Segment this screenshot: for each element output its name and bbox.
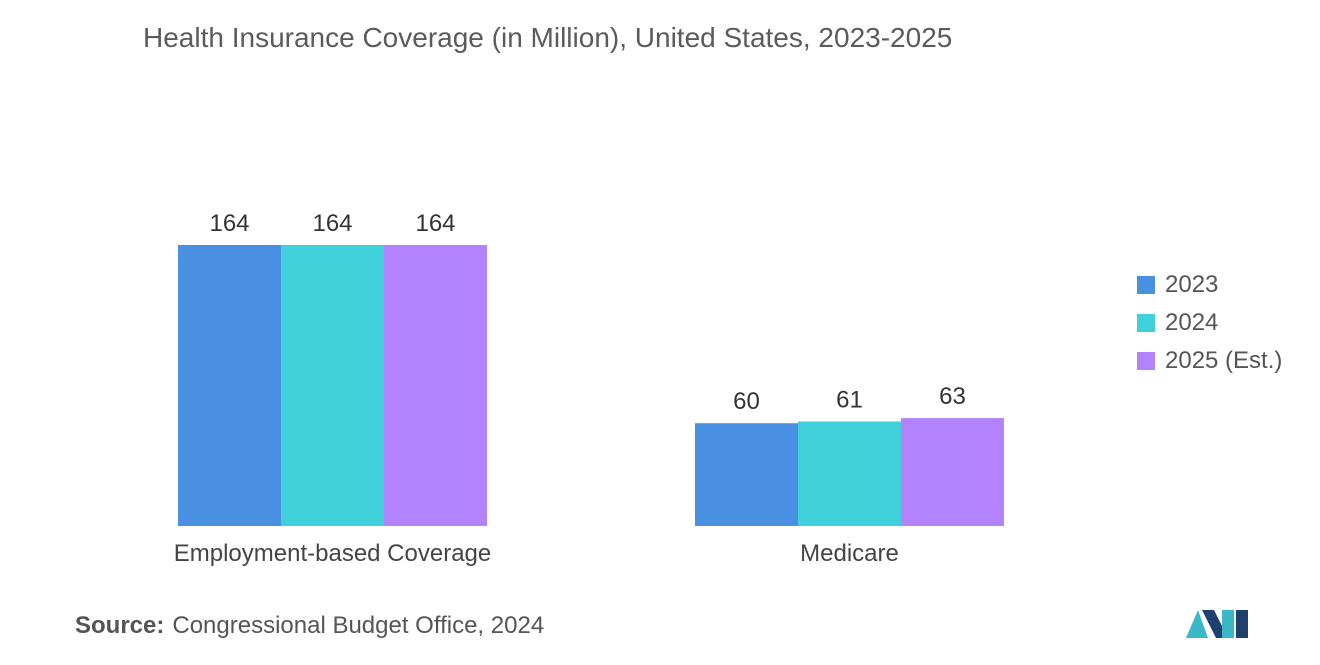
data-label-medicare-2025-est: 63 [939,383,966,410]
data-label-employment-2024: 164 [312,210,352,237]
bar-medicare-2023 [695,423,798,526]
legend-item-2024: 2024 [1137,304,1282,342]
legend-item-2025-est: 2025 (Est.) [1137,342,1282,380]
bar-medicare-2024 [798,421,901,526]
legend-item-2023: 2023 [1137,266,1282,304]
data-label-medicare-2024: 61 [836,386,863,413]
data-label-employment-2025-est: 164 [415,210,455,237]
bar-employment-2024 [281,245,384,526]
data-label-employment-2023: 164 [209,210,249,237]
legend: 2023 2024 2025 (Est.) [1137,266,1282,380]
legend-swatch-2025-est [1137,352,1155,370]
legend-label-2024: 2024 [1165,309,1219,336]
legend-label-2023: 2023 [1165,271,1219,298]
source-label: Source: [75,612,165,639]
legend-swatch-2023 [1137,276,1155,294]
bar-medicare-2025-est [901,418,1004,526]
bar-chart: 164 164 164 Employment-based Coverage 60 61 63… [174,210,1004,567]
source-text: Congressional Budget Office, 2024 [172,612,545,639]
mordor-intelligence-logo-icon [1186,610,1248,638]
legend-label-2025-est: 2025 (Est.) [1165,347,1283,374]
x-tick-label-medicare: Medicare [800,540,899,567]
data-label-medicare-2023: 60 [733,388,760,415]
x-tick-label-employment: Employment-based Coverage [174,540,492,567]
chart-title: Health Insurance Coverage (in Million), … [143,22,953,53]
legend-swatch-2024 [1137,314,1155,332]
source-note: Source: Congressional Budget Office, 2024 [75,612,544,640]
bar-employment-2025-est [384,245,487,526]
bar-employment-2023 [178,245,281,526]
